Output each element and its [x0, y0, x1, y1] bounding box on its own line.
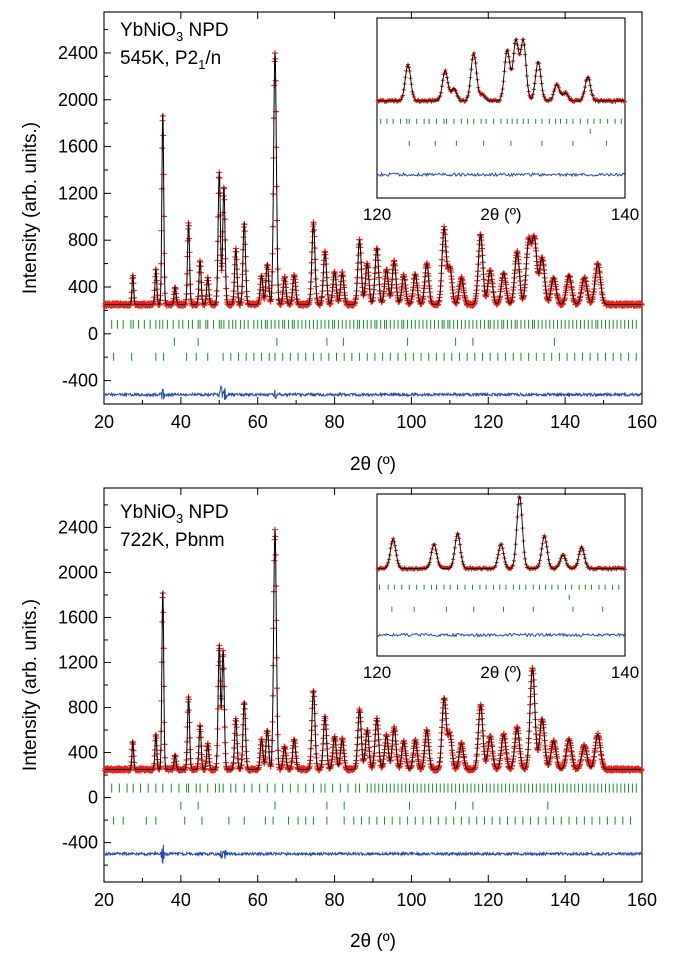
y-tick-label: 2400 — [58, 43, 98, 63]
subscript: 3 — [176, 511, 183, 526]
x-tick-label: 100 — [396, 890, 426, 910]
x-tick-label: 140 — [550, 890, 580, 910]
y-axis-label: Intensity (arb. units.) — [20, 122, 41, 294]
x-tick-label: 140 — [550, 412, 580, 432]
y-tick-label: 0 — [88, 788, 98, 808]
calculated-series — [105, 52, 642, 305]
y-tick-label: -400 — [62, 371, 98, 391]
panel-top: 20 40 60 80 100 120 140 160 -400 0 400 800 1200 1600 2… — [20, 11, 657, 475]
inset-bragg-row-3 — [391, 606, 604, 612]
y-tick-label: 1200 — [58, 652, 98, 672]
inset-difference-series — [377, 171, 625, 178]
inset-observed-point — [623, 99, 627, 104]
x-tick-label: 160 — [627, 412, 657, 432]
x-tick-label: 40 — [171, 890, 191, 910]
y-tick-label: 1600 — [58, 137, 98, 157]
y-tick-label: 1200 — [58, 183, 98, 203]
inset-bragg-row-3 — [408, 140, 607, 146]
inset-bottom: 120 140 2θ (º) — [363, 493, 639, 682]
x-axis-label: 2θ (º) — [350, 454, 396, 475]
subscript: 3 — [176, 29, 183, 44]
calculated-series — [105, 529, 642, 770]
observed-series — [102, 50, 645, 309]
x-tick-label: 120 — [473, 412, 503, 432]
y-tick-label: 2000 — [58, 562, 98, 582]
difference-series — [104, 844, 642, 865]
inset-bragg-row-1 — [380, 118, 622, 124]
x-tick-label: 20 — [94, 412, 114, 432]
inset-frame — [376, 493, 626, 657]
x-tick-label: 60 — [248, 412, 268, 432]
inset-x-tick-label: 120 — [363, 663, 391, 682]
bragg-row-1 — [111, 783, 637, 793]
bragg-row-1 — [111, 319, 637, 329]
subscript: 1 — [198, 57, 205, 72]
inset-x-axis-label: 2θ (º) — [480, 205, 521, 224]
sample-formula: YbNiO — [120, 20, 176, 41]
inset-calculated-series — [377, 38, 625, 102]
inset-x-axis-label: 2θ (º) — [480, 663, 521, 682]
x-tick-label: 80 — [325, 412, 345, 432]
x-axis-label: 2θ (º) — [350, 931, 396, 952]
y-tick-label: -400 — [62, 833, 98, 853]
inset-x-tick-label: 140 — [611, 205, 639, 224]
difference-series — [104, 385, 642, 401]
x-tick-label: 100 — [396, 412, 426, 432]
bragg-row-3 — [113, 816, 631, 825]
x-tick-label: 120 — [473, 890, 503, 910]
y-tick-label: 2400 — [58, 517, 98, 537]
sample-formula: YbNiO — [120, 502, 176, 523]
bragg-row-2 — [180, 801, 549, 810]
inset-x-tick-label: 140 — [611, 663, 639, 682]
y-tick-label: 400 — [68, 743, 98, 763]
inset-difference-series — [377, 632, 626, 638]
y-tick-label: 400 — [68, 277, 98, 297]
x-tick-label: 60 — [248, 890, 268, 910]
y-tick-label: 0 — [88, 324, 98, 344]
bragg-row-3 — [113, 352, 637, 361]
y-tick-label: 2000 — [58, 90, 98, 110]
temp-spacegroup: 545K, P2 — [120, 48, 198, 69]
bragg-row-2 — [173, 337, 555, 346]
x-tick-label: 80 — [325, 890, 345, 910]
y-tick-label: 800 — [68, 698, 98, 718]
inset-calculated-series — [377, 495, 625, 569]
technique: NPD — [183, 20, 228, 41]
inset-x-tick-label: 120 — [363, 205, 391, 224]
inset-frame — [376, 17, 626, 199]
technique: NPD — [183, 502, 228, 523]
sample-label: YbNiO3 NPD — [120, 502, 229, 526]
inset-observed-series — [375, 494, 627, 572]
inset-top: 120 140 2θ (º) — [363, 17, 639, 224]
x-tick-label: 40 — [171, 412, 191, 432]
observed-series — [102, 526, 645, 774]
temperature-label: 545K, P21/n — [120, 48, 221, 72]
spacegroup-rest: /n — [205, 48, 221, 69]
x-tick-label: 20 — [94, 890, 114, 910]
temp-spacegroup: 722K, Pbnm — [120, 530, 225, 551]
sample-label: YbNiO3 NPD — [120, 20, 229, 44]
y-tick-label: 1600 — [58, 607, 98, 627]
y-axis-label: Intensity (arb. units.) — [20, 599, 41, 771]
panel-bottom: 20 40 60 80 100 120 140 160 -400 0 400 800 1200 1600 2… — [20, 487, 657, 952]
y-tick-label: 800 — [68, 230, 98, 250]
x-tick-label: 160 — [627, 890, 657, 910]
temperature-label: 722K, Pbnm — [120, 530, 225, 551]
inset-bragg-row-1 — [378, 584, 620, 590]
